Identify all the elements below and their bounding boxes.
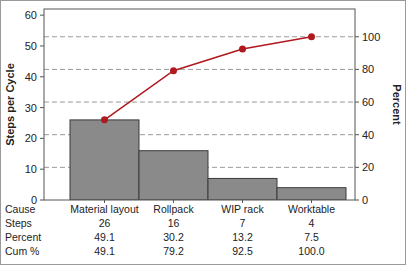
point <box>170 67 177 74</box>
y-tick <box>40 107 44 108</box>
y2-tick-label: 60 <box>362 96 374 108</box>
bar <box>70 120 139 200</box>
table-cell: 49.1 <box>94 231 115 243</box>
cum-line <box>105 37 312 120</box>
y-tick-label: 20 <box>25 132 37 144</box>
row-label: Steps <box>5 217 32 229</box>
y-tick-label: 10 <box>25 163 37 175</box>
row-label: Percent <box>5 231 41 243</box>
y-tick <box>40 200 44 201</box>
y2-tick-label: 100 <box>362 31 380 43</box>
border <box>1 1 406 265</box>
point <box>101 116 108 123</box>
grid-line <box>44 102 355 103</box>
table-cell: 100.0 <box>298 245 324 257</box>
bar <box>208 178 277 200</box>
y-tick <box>40 45 44 46</box>
y2-tick <box>355 200 359 201</box>
table-cell: 16 <box>168 217 180 229</box>
y-tick <box>40 138 44 139</box>
y-tick <box>40 169 44 170</box>
y2-axis-title: Percent <box>391 84 403 125</box>
bar <box>277 188 346 200</box>
y2-tick-label: 20 <box>362 161 374 173</box>
y2-tick-label: 80 <box>362 63 374 75</box>
table-cell: 92.5 <box>232 245 253 257</box>
y2-tick <box>355 167 359 168</box>
category-label: Rollpack <box>153 203 194 215</box>
y-tick <box>40 76 44 77</box>
table-cell: 30.2 <box>163 231 184 243</box>
y2-tick-label: 40 <box>362 129 374 141</box>
category-label: Worktable <box>288 203 335 215</box>
row-label: Cum % <box>5 245 39 257</box>
category-label: Material layout <box>70 203 138 215</box>
y-axis-title: Steps per Cycle <box>4 63 16 146</box>
table-cell: 49.1 <box>94 245 115 257</box>
table-cell: 4 <box>309 217 315 229</box>
y2-tick <box>355 69 359 70</box>
table-cell: 7.5 <box>304 231 319 243</box>
y-tick-label: 60 <box>25 9 37 21</box>
y-tick-label: 50 <box>25 40 37 52</box>
y-tick-label: 30 <box>25 102 37 114</box>
chart: 0102030405060020406080100Steps per Cycle… <box>0 0 406 265</box>
y2-tick <box>355 36 359 37</box>
row-label: Cause <box>5 203 36 215</box>
bar <box>139 151 208 200</box>
y2-tick <box>355 134 359 135</box>
point <box>308 33 315 40</box>
y-tick <box>40 15 44 16</box>
table-cell: 79.2 <box>163 245 184 257</box>
table-cell: 13.2 <box>232 231 253 243</box>
grid-line <box>44 69 355 70</box>
point <box>239 45 246 52</box>
y-tick-label: 40 <box>25 71 37 83</box>
table-cell: 26 <box>99 217 111 229</box>
category-label: WIP rack <box>221 203 264 215</box>
plot-marks <box>70 33 346 200</box>
y2-tick-label: 0 <box>362 194 368 206</box>
frame <box>44 9 355 200</box>
table-cell: 7 <box>240 217 246 229</box>
y2-tick <box>355 102 359 103</box>
